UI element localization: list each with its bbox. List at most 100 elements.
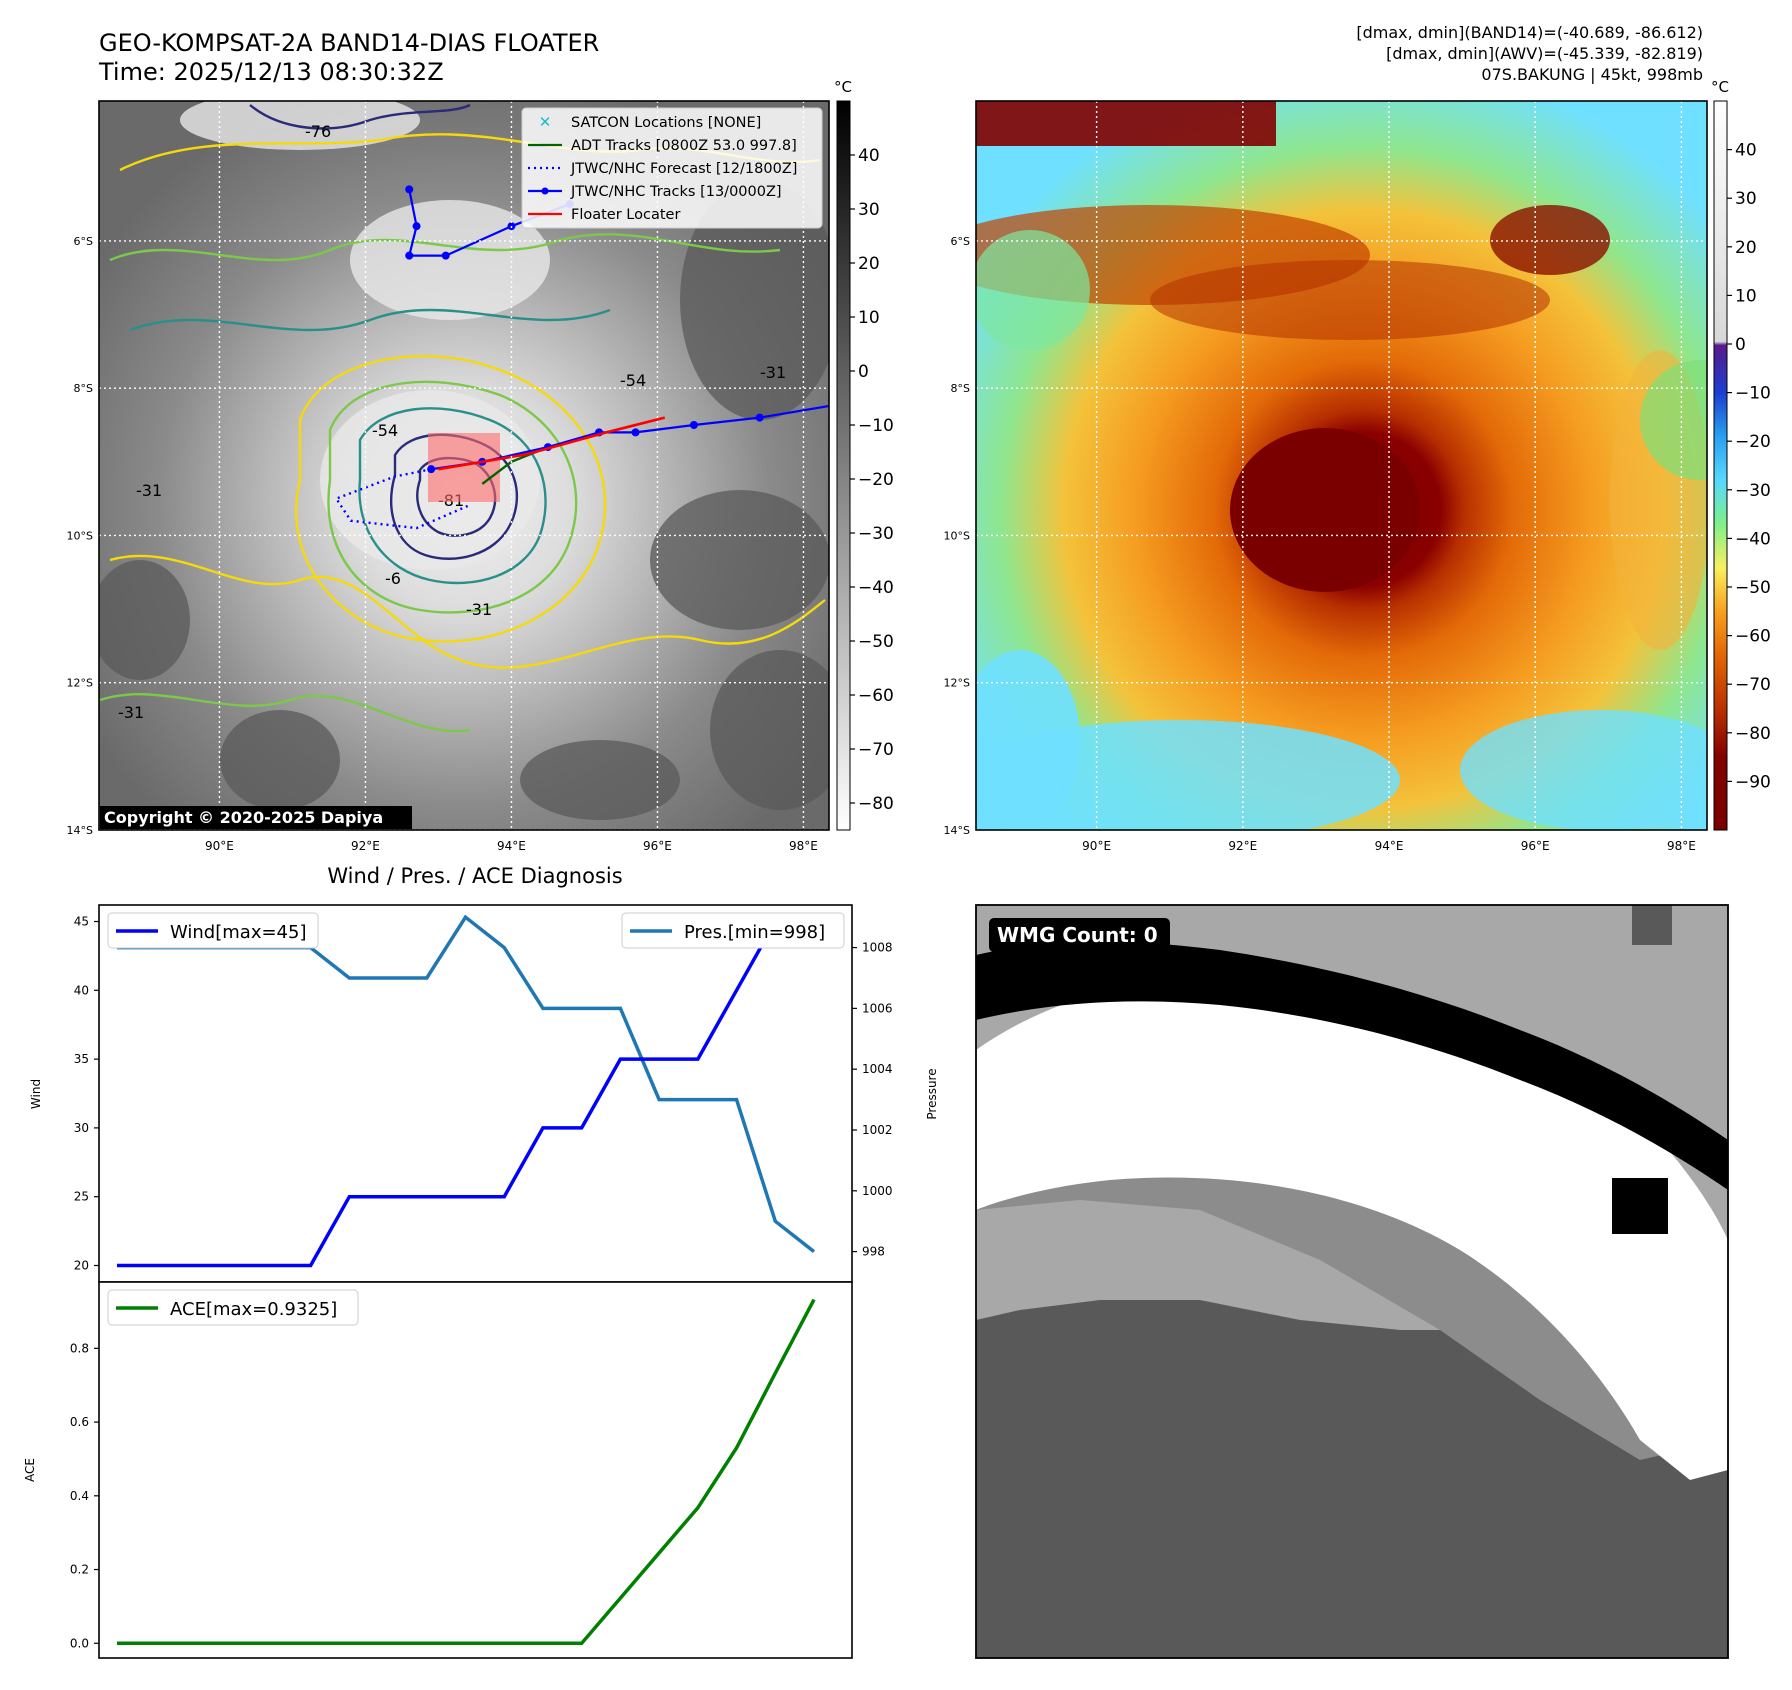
pressure-tick-label: 1006 [862, 1001, 893, 1015]
ace-tick-label: 0.2 [70, 1563, 89, 1577]
lon-tick-label: 98°E [789, 839, 818, 853]
ace-axis-label: ACE [23, 1458, 37, 1482]
jtwc-track-north [407, 189, 571, 257]
lat-tick-label: 10°S [67, 529, 93, 542]
lat-tick-label: 6°S [74, 235, 93, 248]
colorbar-tick-label: 10 [1735, 286, 1757, 306]
ace-line-path [117, 1298, 816, 1646]
ace-axes [98, 1281, 853, 1659]
legend-marker [541, 187, 549, 195]
contour-label: -54 [372, 421, 398, 440]
wmg-badge [989, 918, 1170, 952]
lat-tick-label: 12°S [67, 677, 93, 690]
lon-tick-label: 94°E [497, 839, 526, 853]
dark-clear-areas [99, 180, 829, 820]
jtwc-forecast-track [334, 468, 469, 530]
contour-label: -54 [620, 371, 646, 390]
colorbar-tick-label: 0 [1735, 335, 1746, 355]
wind-tick-label: 40 [74, 983, 89, 997]
lat-tick-label: 8°S [74, 382, 93, 395]
gray-colorbar-ticks: 40 30 20 10 0 −10 −20 −30 −40 −50 −60 −70 −80 [850, 146, 894, 814]
info-storm: 07S.BAKUNG | 45kt, 998mb [1481, 65, 1703, 84]
colorbar-tick-label: −60 [858, 686, 894, 706]
colorbar-tick-label: 30 [858, 200, 880, 220]
ace-legend: ACE[max=0.9325] [107, 1289, 359, 1326]
colorbar-tick-label: −70 [858, 740, 894, 760]
lat-tick-label: 14°S [944, 824, 970, 837]
wind-legend-label: Wind[max=45] [170, 922, 307, 943]
legend-item: JTWC/NHC Forecast [12/1800Z] [528, 161, 797, 177]
pressure-tick-label: 1008 [862, 941, 893, 955]
jtwc-track-point [427, 465, 436, 474]
lon-tick-label: 96°E [1521, 839, 1550, 853]
copyright-badge [100, 806, 412, 829]
ace-legend-box [107, 1289, 359, 1326]
colorbar-tick-label: −90 [1735, 772, 1771, 792]
pres-legend-box [621, 912, 845, 949]
colorbar-tick-label: 0 [858, 362, 869, 382]
contour-label: -31 [136, 481, 162, 500]
wind-tick-label: 45 [74, 915, 89, 929]
legend-box [521, 107, 823, 229]
color-map-frame [975, 100, 1708, 831]
colorbar-tick-label: −80 [858, 794, 894, 814]
floater-track [438, 416, 666, 471]
legend-label: JTWC/NHC Forecast [12/1800Z] [570, 161, 797, 177]
gray-colorbar-unit: °C [834, 78, 852, 96]
info-band14: [dmax, dmin](BAND14)=(-40.689, -86.612) [1356, 23, 1703, 42]
colorbar-tick-label: 40 [1735, 141, 1757, 161]
wind-tick-label: 35 [74, 1052, 89, 1066]
contour-label: -31 [760, 363, 786, 382]
lon-tick-label: 98°E [1667, 839, 1696, 853]
color-map-axis-labels: 90°E 92°E 94°E 96°E 98°E 6°S 8°S 10°S 12°S 14°S [944, 235, 1696, 853]
contour-label: -31 [118, 703, 144, 722]
lat-tick-label: 8°S [951, 382, 970, 395]
gray-map-frame [98, 100, 830, 831]
figure-time: Time: 2025/12/13 08:30:32Z [98, 58, 444, 86]
pressure-tick-label: 1000 [862, 1184, 893, 1198]
contour-label: -76 [305, 122, 331, 141]
wind-tick-label: 30 [74, 1121, 89, 1135]
colorbar-tick-label: −20 [1735, 432, 1771, 452]
ace-line [117, 1298, 816, 1646]
lat-tick-label: 10°S [944, 529, 970, 542]
pressure-tick-label: 998 [862, 1245, 885, 1259]
contour-label: -31 [466, 600, 492, 619]
info-awv: [dmax, dmin](AWV)=(-45.339, -82.819) [1386, 44, 1703, 63]
jtwc-track-point [405, 185, 414, 194]
ace-tick-label: 0.8 [70, 1341, 89, 1355]
colorbar-tick-label: −40 [858, 578, 894, 598]
colorbar-tick-label: 10 [858, 308, 880, 328]
colorbar-tick-label: 30 [1735, 189, 1757, 209]
jtwc-track-point [441, 251, 450, 260]
colorbar-tick-label: −10 [858, 416, 894, 436]
colorbar-tick-label: −20 [858, 470, 894, 490]
jtwc-track-point [405, 251, 414, 260]
ace-axis-ticks: 0.0 0.2 0.4 0.6 0.8 [70, 1341, 99, 1650]
ace-tick-label: 0.0 [70, 1636, 89, 1650]
legend-marker: ✕ [539, 113, 552, 131]
cloud-bands [976, 101, 1707, 830]
copyright-text: Copyright © 2020-2025 Dapiya [104, 808, 383, 827]
wmg-frame [975, 904, 1729, 1659]
wmg-eye-region [976, 972, 1728, 1480]
colorbar-tick-label: −30 [1735, 481, 1771, 501]
colorbar-tick-label: 20 [1735, 238, 1757, 258]
colorbar-tick-label: −50 [1735, 578, 1771, 598]
legend-item: Floater Locater [528, 207, 680, 223]
color-colorbar-unit: °C [1711, 78, 1729, 96]
legend-label: ADT Tracks [0800Z 53.0 997.8] [571, 138, 797, 154]
wind-tick-label: 20 [74, 1258, 89, 1272]
legend-item: ADT Tracks [0800Z 53.0 997.8] [528, 138, 797, 154]
color-colorbar [1713, 100, 1728, 831]
lon-tick-label: 96°E [643, 839, 672, 853]
color-colorbar-ticks: 40 30 20 10 0 −10 −20 −30 −40 −50 −60 −70 −80 −90 [1727, 141, 1771, 792]
legend-label: JTWC/NHC Tracks [13/0000Z] [570, 184, 782, 200]
legend-items: ✕ SATCON Locations [NONE] ADT Tracks [0800… [528, 113, 797, 223]
ace-tick-label: 0.4 [70, 1489, 89, 1503]
wmg-panel: WMG Count: 0 [975, 904, 1729, 1659]
cyclone-core [1230, 428, 1420, 592]
ace-tick-label: 0.6 [70, 1415, 89, 1429]
wind-legend-box [107, 912, 319, 949]
